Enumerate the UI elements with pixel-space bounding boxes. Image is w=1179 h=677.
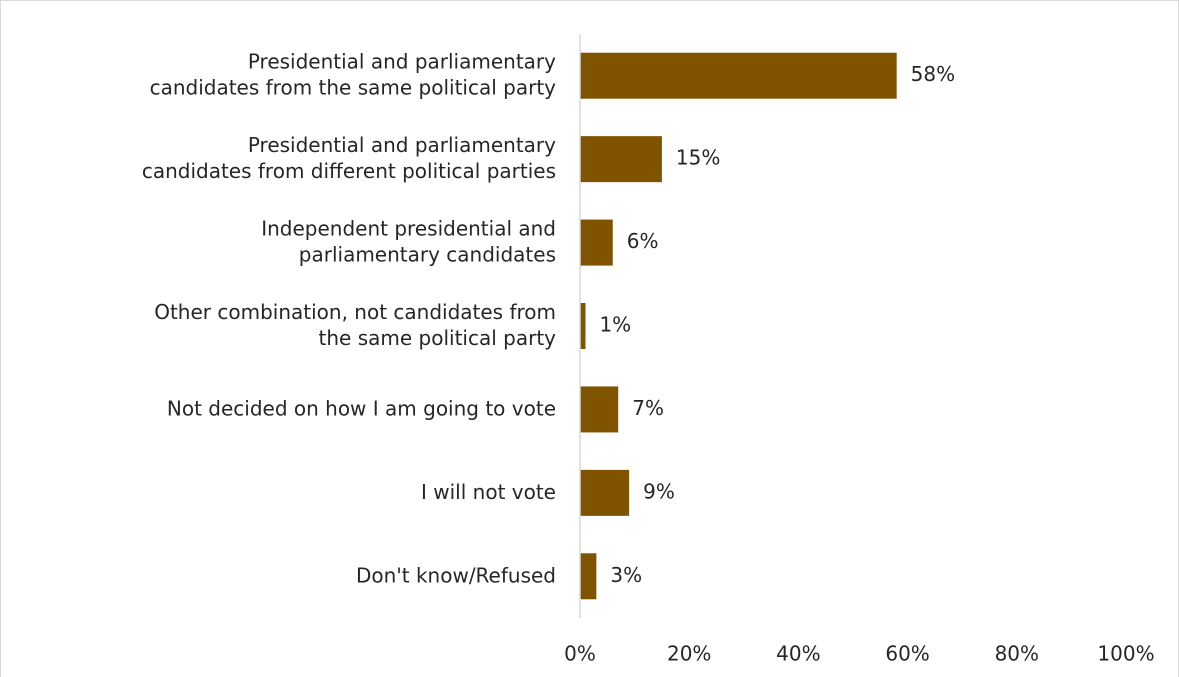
x-tick-label: 60% <box>885 642 929 666</box>
value-label: 1% <box>599 313 631 337</box>
y-tick-label-line: Not decided on how I am going to vote <box>167 396 556 420</box>
bar <box>580 303 586 349</box>
y-tick-label-line: I will not vote <box>421 479 556 503</box>
bar <box>580 136 662 183</box>
y-tick-label: I will not vote <box>421 479 556 503</box>
y-tick-label-line: candidates from different political part… <box>142 159 556 183</box>
y-tick-label-line: parliamentary candidates <box>299 242 556 266</box>
y-tick-label: Presidential and parliamentary candidates… <box>142 133 556 183</box>
y-tick-label: Independent presidential and parliamentar… <box>261 216 556 266</box>
value-label: 6% <box>627 229 659 253</box>
bar <box>580 52 897 99</box>
bar <box>580 219 613 266</box>
y-tick-label: Presidential and parliamentary candidates… <box>150 49 557 99</box>
x-tick-label: 100% <box>1097 642 1154 666</box>
y-tick-label: Not decided on how I am going to vote <box>167 396 556 420</box>
x-tick-label: 20% <box>667 642 711 666</box>
bar <box>580 553 597 600</box>
value-label: 15% <box>676 146 720 170</box>
y-tick-label-line: Presidential and parliamentary <box>248 133 556 157</box>
y-tick-label-line: Don't know/Refused <box>356 563 556 587</box>
value-label: 7% <box>632 396 664 420</box>
y-tick-label-line: Presidential and parliamentary <box>248 49 556 73</box>
value-label: 9% <box>643 479 675 503</box>
y-tick-label-line: candidates from the same political party <box>150 75 557 99</box>
y-tick-label-line: the same political party <box>319 326 557 350</box>
value-label: 58% <box>911 62 955 86</box>
bar <box>580 386 619 433</box>
x-tick-label: 0% <box>564 642 596 666</box>
x-tick-label: 40% <box>776 642 820 666</box>
y-tick-label-line: Other combination, not candidates from <box>154 300 556 324</box>
bar <box>580 469 630 516</box>
y-tick-label: Other combination, not candidates from th… <box>154 300 556 350</box>
value-label: 3% <box>610 563 642 587</box>
y-tick-label: Don't know/Refused <box>356 563 556 587</box>
x-tick-label: 80% <box>995 642 1039 666</box>
y-tick-label-line: Independent presidential and <box>261 216 556 240</box>
